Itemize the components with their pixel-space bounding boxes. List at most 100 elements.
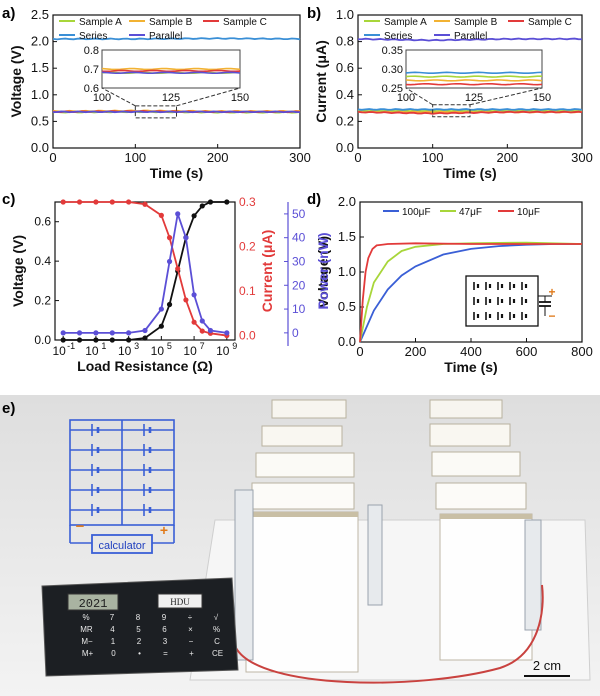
x-tick-exponent-c: 9 xyxy=(232,341,237,351)
y-tick-label-d: 0.5 xyxy=(338,299,356,314)
cell-stack-left xyxy=(245,399,359,673)
scale-bar-label: 2 cm xyxy=(533,658,561,673)
calculator-key: 5 xyxy=(136,625,141,634)
calculator-key: % xyxy=(82,613,89,622)
inset-series-b xyxy=(405,71,543,75)
inset-y-tick-a: 0.7 xyxy=(84,64,99,76)
calculator-key: 6 xyxy=(162,625,167,634)
x-tick-label-a: 300 xyxy=(289,150,311,165)
solar-calculator: 2021 HDU % 7 8 9 ÷ √ MR 4 5 6 × % M− 1 2 3 − C M+ 0 • = + CE xyxy=(41,577,239,677)
y-right-tick-label-c: 0.3 xyxy=(239,195,256,209)
y-axis-label-c: Voltage (V) xyxy=(10,235,26,307)
y-tick-label-a: 0.5 xyxy=(31,113,49,128)
data-point-c-power xyxy=(126,330,132,336)
calculator-key: M+ xyxy=(82,649,94,658)
calculator-key: 4 xyxy=(110,625,115,634)
calculator-key: √ xyxy=(214,613,219,622)
x-tick-label-b: 100 xyxy=(422,150,444,165)
calculator-key: = xyxy=(163,649,168,658)
data-point-c-current xyxy=(166,235,173,241)
breadboard-right xyxy=(524,519,542,631)
legend-label-b: Parallel xyxy=(454,31,487,42)
inset-x-tick-b: 125 xyxy=(465,92,483,104)
panel-label-b: b) xyxy=(307,5,321,22)
zoom-connector-b xyxy=(469,87,543,106)
y-tick-label-b: 0.8 xyxy=(336,34,354,49)
data-point-c-power xyxy=(207,327,214,334)
series-line-d-47f xyxy=(359,241,583,343)
calculator-key: 9 xyxy=(162,613,167,622)
series-line-c-power xyxy=(63,213,227,334)
data-point-c-power xyxy=(76,330,83,336)
inset-series-a xyxy=(101,69,241,73)
axes-frame-a xyxy=(52,14,301,149)
x-tick-label-c: 10 xyxy=(53,344,67,358)
calculator-key: 0 xyxy=(111,649,116,658)
data-point-c-power xyxy=(93,330,99,336)
x-tick-label-d: 200 xyxy=(405,344,427,359)
legend-label-a: Sample A xyxy=(79,17,122,28)
y-right2-tick-label-c: 0 xyxy=(292,326,299,340)
calculator-key: 3 xyxy=(163,637,168,646)
inset-series-a xyxy=(101,67,241,71)
data-point-c-voltage xyxy=(142,335,148,341)
x-tick-exponent-c: 1 xyxy=(101,341,106,351)
y-tick-label-b: 1.0 xyxy=(336,7,354,22)
data-point-c-current xyxy=(60,199,66,205)
y-right2-tick-label-c: 40 xyxy=(292,231,306,245)
data-point-c-power xyxy=(60,330,66,336)
calculator-key: MR xyxy=(80,625,93,634)
legend-label-a: Series xyxy=(79,31,107,42)
data-point-c-power xyxy=(199,318,205,324)
axes-frame-b xyxy=(357,14,583,149)
calculator-keys: % 7 8 9 ÷ √ MR 4 5 6 × % M− 1 2 3 − C M+ 0 • = + CE xyxy=(80,613,223,658)
legend-label-b: Series xyxy=(384,31,412,42)
inset-x-tick-a: 100 xyxy=(93,92,111,104)
x-tick-label-d: 600 xyxy=(516,344,538,359)
x-tick-label-d: 0 xyxy=(356,344,363,359)
inset-x-tick-b: 100 xyxy=(397,92,415,104)
y-tick-label-c: 0.2 xyxy=(34,294,51,308)
data-point-c-current xyxy=(158,212,164,218)
data-point-c-voltage xyxy=(126,337,132,343)
data-point-c-power xyxy=(224,330,230,336)
y-tick-label-d: 0.0 xyxy=(338,334,356,349)
data-point-c-power xyxy=(158,306,164,312)
data-point-c-current xyxy=(183,297,189,303)
y-axis-label-a: Voltage (V) xyxy=(8,45,24,117)
inset-series-a xyxy=(101,71,241,75)
x-tick-label-c: 10 xyxy=(85,344,99,358)
y-tick-label-b: 0.2 xyxy=(336,113,354,128)
y-tick-label-a: 2.0 xyxy=(31,34,49,49)
x-axis-label-c: Load Resistance (Ω) xyxy=(77,358,213,374)
zoom-box-a xyxy=(134,105,177,119)
calculator-key: ÷ xyxy=(188,613,193,622)
legend-label-b: Sample A xyxy=(384,17,427,28)
legend-label-b: Sample B xyxy=(454,17,498,28)
inset-y-tick-b: 0.35 xyxy=(382,45,403,57)
inset-x-tick-b: 150 xyxy=(533,92,551,104)
legend-label-a: Parallel xyxy=(149,31,182,42)
inset-series-b xyxy=(405,82,543,86)
calculator-key: + xyxy=(189,649,194,658)
inset-y-tick-b: 0.30 xyxy=(382,64,403,76)
calculator-key: M− xyxy=(81,637,93,646)
y-right-tick-label-c: 0.1 xyxy=(239,284,256,298)
y-tick-label-b: 0.4 xyxy=(336,87,354,102)
inset-series-b xyxy=(405,79,543,82)
y-axis-label-b: Current (μA) xyxy=(313,40,329,122)
x-tick-exponent-c: 7 xyxy=(200,341,205,351)
x-tick-label-a: 0 xyxy=(49,150,56,165)
y-right2-tick-label-c: 30 xyxy=(292,254,306,268)
axes-frame-c xyxy=(54,201,236,341)
x-tick-label-a: 200 xyxy=(207,150,229,165)
data-point-c-power xyxy=(175,211,181,217)
panel-label-a: a) xyxy=(2,5,15,22)
data-point-c-current xyxy=(191,319,197,325)
y-tick-label-c: 0.4 xyxy=(34,254,51,268)
x-tick-label-c: 10 xyxy=(216,344,230,358)
cell-stack-right xyxy=(429,399,533,661)
y-tick-label-d: 1.0 xyxy=(338,264,356,279)
calculator-key: C xyxy=(214,637,220,646)
